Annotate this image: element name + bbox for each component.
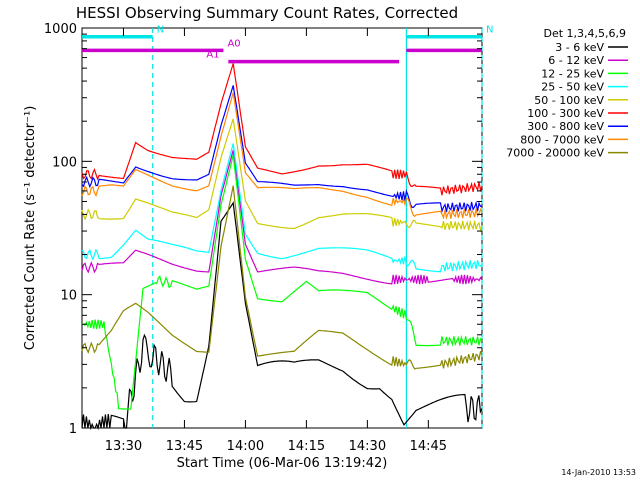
legend-entry-label: 800 - 7000 keV [520,133,604,146]
series-line [81,85,483,214]
legend-entry-label: 300 - 800 keV [527,120,604,133]
footer-timestamp: 14-Jan-2010 13:53 [561,468,636,477]
x-axis-label: Start Time (06-Mar-06 13:19:42) [177,456,388,471]
axis-ticks: 13:30 13:45 14:00 14:15 14:30 14:45 1 10 100 1000 [44,22,482,454]
legend-entry-label: 6 - 12 keV [548,54,604,67]
x-tick-label: 13:45 [166,439,203,454]
series-line [81,155,483,410]
series-line [81,149,483,285]
series-line [81,92,483,220]
legend-title: Det 1,3,4,5,6,9 [543,27,626,40]
legend-entry-label: 50 - 100 keV [534,94,604,107]
series-line [81,63,483,196]
state-bar-label: N [486,25,493,36]
x-tick-label: 13:30 [105,439,142,454]
series-line [81,185,483,370]
series-line [81,201,483,431]
legend-entry-label: 3 - 6 keV [555,41,604,54]
x-tick-label: 14:45 [410,439,447,454]
series-group [81,63,483,431]
chart-title: HESSI Observing Summary Count Rates, Cor… [76,4,458,22]
x-tick-label: 14:15 [288,439,325,454]
y-tick-label: 100 [52,155,77,170]
y-tick-label: 1 [69,422,77,437]
y-tick-label: 1000 [44,22,77,37]
x-tick-label: 14:00 [227,439,264,454]
legend-entry-label: 12 - 25 keV [541,67,604,80]
state-bar-label: N [157,25,164,36]
series-line [81,118,483,233]
legend-entry-label: 25 - 50 keV [541,81,604,94]
legend-entry-label: 7000 - 20000 keV [506,147,604,160]
y-axis-label: Corrected Count Rate (s⁻¹ detector⁻¹) [23,106,38,351]
state-bar-label: A0 [227,38,240,49]
series-line [81,143,483,273]
x-tick-label: 14:30 [349,439,386,454]
legend-entry-label: 100 - 300 keV [527,107,604,120]
state-bar-label: A1 [206,50,219,61]
y-tick-label: 10 [60,289,77,304]
state-bars: N N A0 A1 [82,25,493,428]
